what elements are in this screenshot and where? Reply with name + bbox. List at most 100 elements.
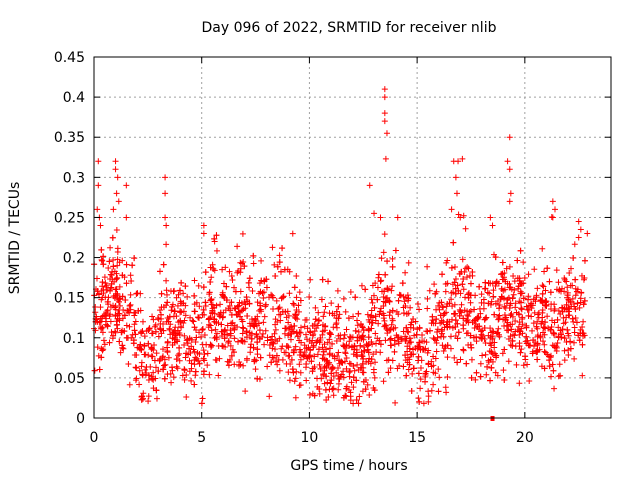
data-point xyxy=(161,362,168,369)
data-point xyxy=(121,312,128,319)
data-point xyxy=(335,315,342,322)
data-point xyxy=(507,321,514,328)
data-point xyxy=(123,261,130,268)
data-point xyxy=(127,272,134,279)
data-point xyxy=(169,364,176,371)
data-point xyxy=(365,334,372,341)
data-point xyxy=(314,322,321,329)
data-point xyxy=(146,372,153,379)
data-point xyxy=(456,312,463,319)
data-point xyxy=(571,241,578,248)
data-point xyxy=(572,306,579,313)
data-point xyxy=(323,373,330,380)
data-point xyxy=(381,94,388,101)
data-point xyxy=(410,365,417,372)
data-point xyxy=(424,349,431,356)
data-point xyxy=(324,339,331,346)
data-point xyxy=(411,332,418,339)
data-point xyxy=(509,342,516,349)
data-point xyxy=(434,334,441,341)
data-point xyxy=(213,247,220,254)
data-point xyxy=(572,314,579,321)
data-point xyxy=(239,324,246,331)
data-point xyxy=(487,356,494,363)
data-point xyxy=(416,398,423,405)
data-point xyxy=(100,253,107,260)
data-point xyxy=(507,284,514,291)
data-point xyxy=(98,256,105,263)
data-point xyxy=(116,283,123,290)
data-point xyxy=(333,338,340,345)
data-point xyxy=(318,296,325,303)
data-point xyxy=(176,344,183,351)
data-point xyxy=(518,306,525,313)
data-point xyxy=(359,333,366,340)
data-point xyxy=(326,310,333,317)
data-point xyxy=(529,327,536,334)
data-point xyxy=(150,316,157,323)
data-point xyxy=(568,265,575,272)
data-point xyxy=(372,313,379,320)
data-point xyxy=(531,266,538,273)
data-point xyxy=(347,367,354,374)
data-point xyxy=(400,310,407,317)
data-point xyxy=(431,281,438,288)
data-point xyxy=(486,290,493,297)
data-point xyxy=(217,309,224,316)
data-point xyxy=(513,309,520,316)
data-point xyxy=(245,279,252,286)
data-point xyxy=(311,328,318,335)
data-point xyxy=(211,335,218,342)
data-point xyxy=(339,359,346,366)
data-point xyxy=(457,356,464,363)
data-point xyxy=(543,303,550,310)
data-point xyxy=(489,222,496,229)
data-point xyxy=(292,311,299,318)
data-point xyxy=(360,378,367,385)
data-point xyxy=(520,362,527,369)
data-point xyxy=(343,345,350,352)
data-point xyxy=(402,337,409,344)
data-point xyxy=(196,360,203,367)
data-point xyxy=(162,361,169,368)
data-point xyxy=(268,359,275,366)
data-point xyxy=(148,353,155,360)
data-point xyxy=(541,348,548,355)
data-point xyxy=(454,335,461,342)
data-point xyxy=(171,308,178,315)
data-point xyxy=(569,295,576,302)
data-point xyxy=(389,255,396,262)
data-point xyxy=(353,349,360,356)
data-point xyxy=(419,332,426,339)
data-point xyxy=(111,328,118,335)
data-point xyxy=(406,335,413,342)
data-point xyxy=(157,326,164,333)
data-point xyxy=(183,371,190,378)
data-point xyxy=(285,353,292,360)
data-point xyxy=(320,348,327,355)
data-point xyxy=(177,317,184,324)
data-point xyxy=(390,325,397,332)
data-point xyxy=(439,342,446,349)
data-point xyxy=(499,350,506,357)
data-point xyxy=(328,366,335,373)
data-point xyxy=(378,277,385,284)
data-point xyxy=(281,349,288,356)
data-point xyxy=(381,118,388,125)
data-point xyxy=(542,319,549,326)
data-point xyxy=(166,325,173,332)
data-point xyxy=(312,316,319,323)
data-point xyxy=(297,349,304,356)
data-point xyxy=(555,373,562,380)
data-point xyxy=(252,320,259,327)
data-point xyxy=(283,360,290,367)
data-point xyxy=(354,322,361,329)
data-point xyxy=(328,300,335,307)
data-point xyxy=(251,358,258,365)
data-point xyxy=(358,364,365,371)
data-point xyxy=(220,280,227,287)
data-point xyxy=(459,256,466,263)
data-point xyxy=(207,341,214,348)
data-point xyxy=(449,303,456,310)
data-point xyxy=(100,337,107,344)
